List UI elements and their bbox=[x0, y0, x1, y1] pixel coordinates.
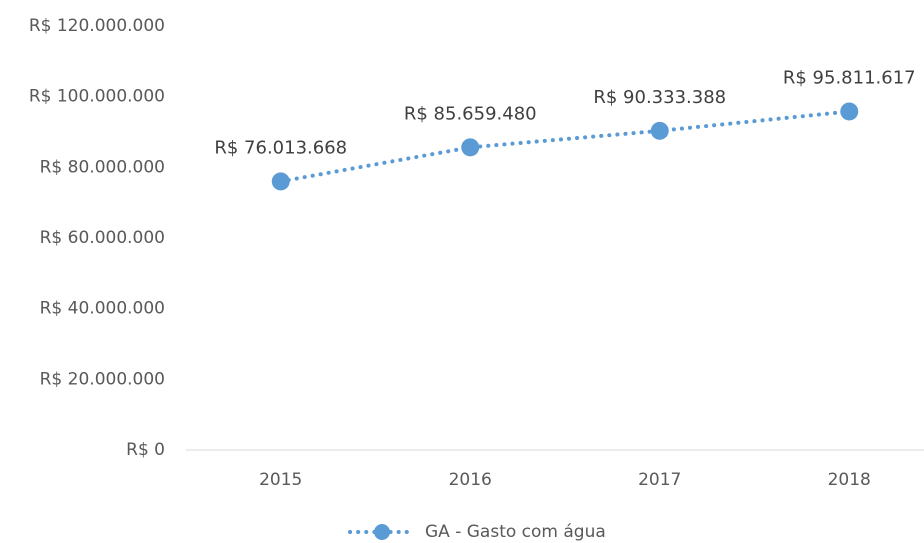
legend-swatch-marker bbox=[374, 524, 390, 540]
x-tick-label: 2017 bbox=[638, 470, 681, 490]
series-line bbox=[278, 109, 852, 184]
x-tick-label: 2015 bbox=[259, 470, 302, 490]
data-point bbox=[461, 138, 480, 157]
legend-label: GA - Gasto com água bbox=[425, 522, 606, 542]
x-tick-label: 2018 bbox=[828, 470, 871, 490]
y-tick-label: R$ 120.000.000 bbox=[29, 16, 165, 36]
y-tick-label: R$ 80.000.000 bbox=[40, 157, 165, 177]
y-tick-label: R$ 20.000.000 bbox=[40, 369, 165, 389]
y-tick-label: R$ 100.000.000 bbox=[29, 87, 165, 107]
y-tick-label: R$ 60.000.000 bbox=[40, 228, 165, 248]
data-point bbox=[840, 102, 859, 121]
data-label: R$ 76.013.668 bbox=[214, 137, 347, 158]
y-tick-label: R$ 0 bbox=[126, 440, 165, 460]
y-tick-label: R$ 40.000.000 bbox=[40, 299, 165, 319]
data-label: R$ 95.811.617 bbox=[783, 67, 916, 88]
data-point bbox=[271, 172, 290, 191]
x-tick-label: 2016 bbox=[449, 470, 492, 490]
data-label: R$ 85.659.480 bbox=[404, 103, 537, 124]
data-point bbox=[650, 121, 669, 140]
data-label: R$ 90.333.388 bbox=[593, 87, 726, 108]
